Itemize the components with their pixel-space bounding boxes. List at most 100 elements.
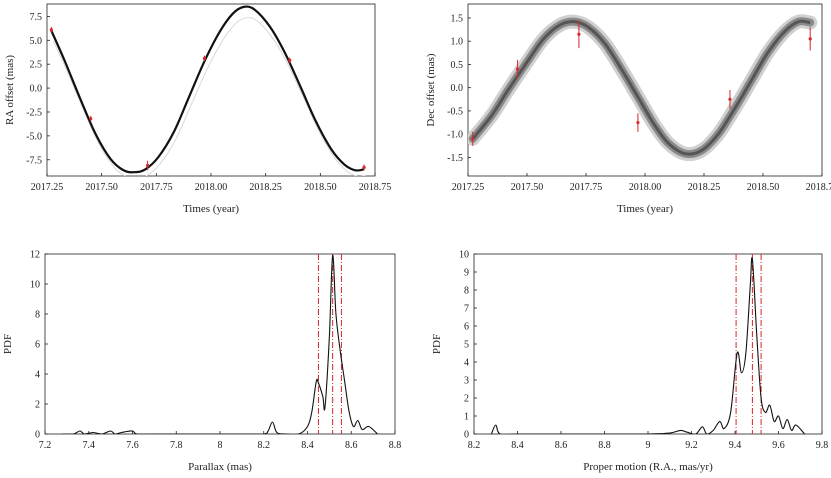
x-tick-label: 9.8 xyxy=(816,440,829,451)
y-axis-label: Dec offset (mas) xyxy=(425,53,437,126)
x-tick-label: 2018.00 xyxy=(629,182,662,193)
y-tick-label: 9 xyxy=(464,268,469,279)
plot-frame xyxy=(467,3,823,177)
y-tick-label: 0 xyxy=(464,430,469,441)
y-tick-label: -1.5 xyxy=(447,153,463,164)
y-tick-label: 2.5 xyxy=(30,60,43,71)
plot-frame xyxy=(44,253,396,435)
data-point xyxy=(362,165,366,169)
x-tick-label: 9.6 xyxy=(772,440,785,451)
y-tick-label: 1 xyxy=(464,412,469,423)
x-tick-label: 9.2 xyxy=(685,440,698,451)
y-tick-label: 0.5 xyxy=(451,60,464,71)
y-tick-label: 0 xyxy=(35,430,40,441)
x-tick-label: 2018.25 xyxy=(688,182,721,193)
x-tick-label: 8.6 xyxy=(345,440,358,451)
data-point xyxy=(49,28,53,32)
plot-area xyxy=(62,254,378,434)
y-tick-label: 7.5 xyxy=(30,12,43,23)
x-tick-label: 8.2 xyxy=(258,440,271,451)
x-tick-label: 8.8 xyxy=(598,440,611,451)
data-point xyxy=(89,117,93,121)
x-tick-label: 7.6 xyxy=(126,440,139,451)
y-axis-label: PDF xyxy=(2,334,14,354)
y-tick-label: 5.0 xyxy=(30,36,43,47)
data-point xyxy=(577,32,581,36)
y-tick-label: 5 xyxy=(464,340,469,351)
y-tick-label: -5.0 xyxy=(26,131,42,142)
x-tick-label: 9.4 xyxy=(729,440,742,451)
x-tick-label: 2018.75 xyxy=(359,182,392,193)
data-point xyxy=(728,97,732,101)
data-point xyxy=(202,56,207,61)
x-tick-label: 7.2 xyxy=(39,440,52,451)
x-tick-label: 9 xyxy=(646,440,651,451)
y-tick-label: -2.5 xyxy=(26,107,42,118)
data-point xyxy=(471,137,475,141)
model-band-mid xyxy=(468,17,815,159)
plot-area xyxy=(49,5,367,176)
x-tick-label: 2017.50 xyxy=(511,182,544,193)
y-tick-label: 8 xyxy=(464,286,469,297)
x-tick-label: 8.2 xyxy=(468,440,481,451)
data-point xyxy=(636,120,640,125)
y-tick-label: 7 xyxy=(464,304,469,315)
y-axis-label: RA offset (mas) xyxy=(4,55,16,125)
x-tick-label: 2017.75 xyxy=(570,182,603,193)
secondary-model-curve xyxy=(52,17,367,176)
data-point xyxy=(808,37,812,41)
y-tick-label: -0.5 xyxy=(447,106,463,117)
pdf-curve xyxy=(490,257,806,434)
x-tick-label: 2018.75 xyxy=(806,182,831,193)
x-tick-label: 2017.25 xyxy=(31,182,64,193)
x-tick-label: 8.6 xyxy=(555,440,568,451)
x-tick-label: 7.4 xyxy=(83,440,96,451)
y-tick-label: 8 xyxy=(35,310,40,321)
x-axis-label: Proper motion (R.A., mas/yr) xyxy=(583,461,713,473)
x-tick-label: 8.4 xyxy=(301,440,314,451)
y-tick-label: -7.5 xyxy=(26,155,42,166)
x-tick-label: 2018.50 xyxy=(304,182,337,193)
data-point xyxy=(145,163,150,168)
x-tick-label: 8.8 xyxy=(389,440,402,451)
x-tick-label: 7.8 xyxy=(170,440,183,451)
y-tick-label: 10 xyxy=(30,280,40,291)
y-tick-label: 1.0 xyxy=(451,37,464,48)
x-axis-label: Times (year) xyxy=(183,203,239,215)
y-tick-label: 4 xyxy=(35,370,40,381)
x-tick-label: 2017.25 xyxy=(452,182,485,193)
chart-panel-1: 2017.25 2017.50 2017.75 2018.00 2018.25 2018.… xyxy=(4,3,392,215)
y-tick-label: 6 xyxy=(35,340,40,351)
chart-panel-2: 2017.25 2017.50 2017.75 2018.00 2018.25 2018.… xyxy=(425,3,831,215)
x-tick-label: 2017.75 xyxy=(140,182,173,193)
y-tick-label: 0.0 xyxy=(451,83,464,94)
model-curve xyxy=(50,5,365,174)
data-point xyxy=(288,58,292,62)
chart-panel-3: 7.2 7.4 7.6 7.8 8 8.2 8.4 8.6 8.8 0 2 4 6 8 10 12 Parall… xyxy=(2,250,401,474)
plot-frame xyxy=(46,3,376,177)
y-tick-label: 12 xyxy=(30,250,40,261)
y-tick-label: 4 xyxy=(464,358,469,369)
chart-panel-4: 8.2 8.4 8.6 8.8 9 9.2 9.4 9.6 9.8 0 1 2 3 4 5 6 7 8 9 10 Pro… xyxy=(431,250,828,474)
y-tick-label: 3 xyxy=(464,376,469,387)
y-tick-label: 1.5 xyxy=(451,13,464,24)
y-tick-label: 0.0 xyxy=(30,84,43,95)
x-tick-label: 2017.50 xyxy=(85,182,118,193)
x-tick-label: 2018.00 xyxy=(195,182,228,193)
y-tick-label: 6 xyxy=(464,322,469,333)
x-tick-label: 2018.25 xyxy=(249,182,282,193)
y-tick-label: 2 xyxy=(464,394,469,405)
y-tick-label: 10 xyxy=(459,250,469,261)
plot-area xyxy=(490,254,806,434)
model-band-outer xyxy=(468,14,818,162)
pdf-curve xyxy=(62,254,378,434)
plot-frame xyxy=(473,253,823,435)
y-tick-label: -1.0 xyxy=(447,130,463,141)
y-tick-label: 2 xyxy=(35,400,40,411)
x-tick-label: 2018.50 xyxy=(747,182,780,193)
plot-area xyxy=(468,14,818,162)
x-tick-label: 8 xyxy=(218,440,223,451)
data-point xyxy=(515,67,520,71)
x-axis-label: Times (year) xyxy=(617,203,673,215)
